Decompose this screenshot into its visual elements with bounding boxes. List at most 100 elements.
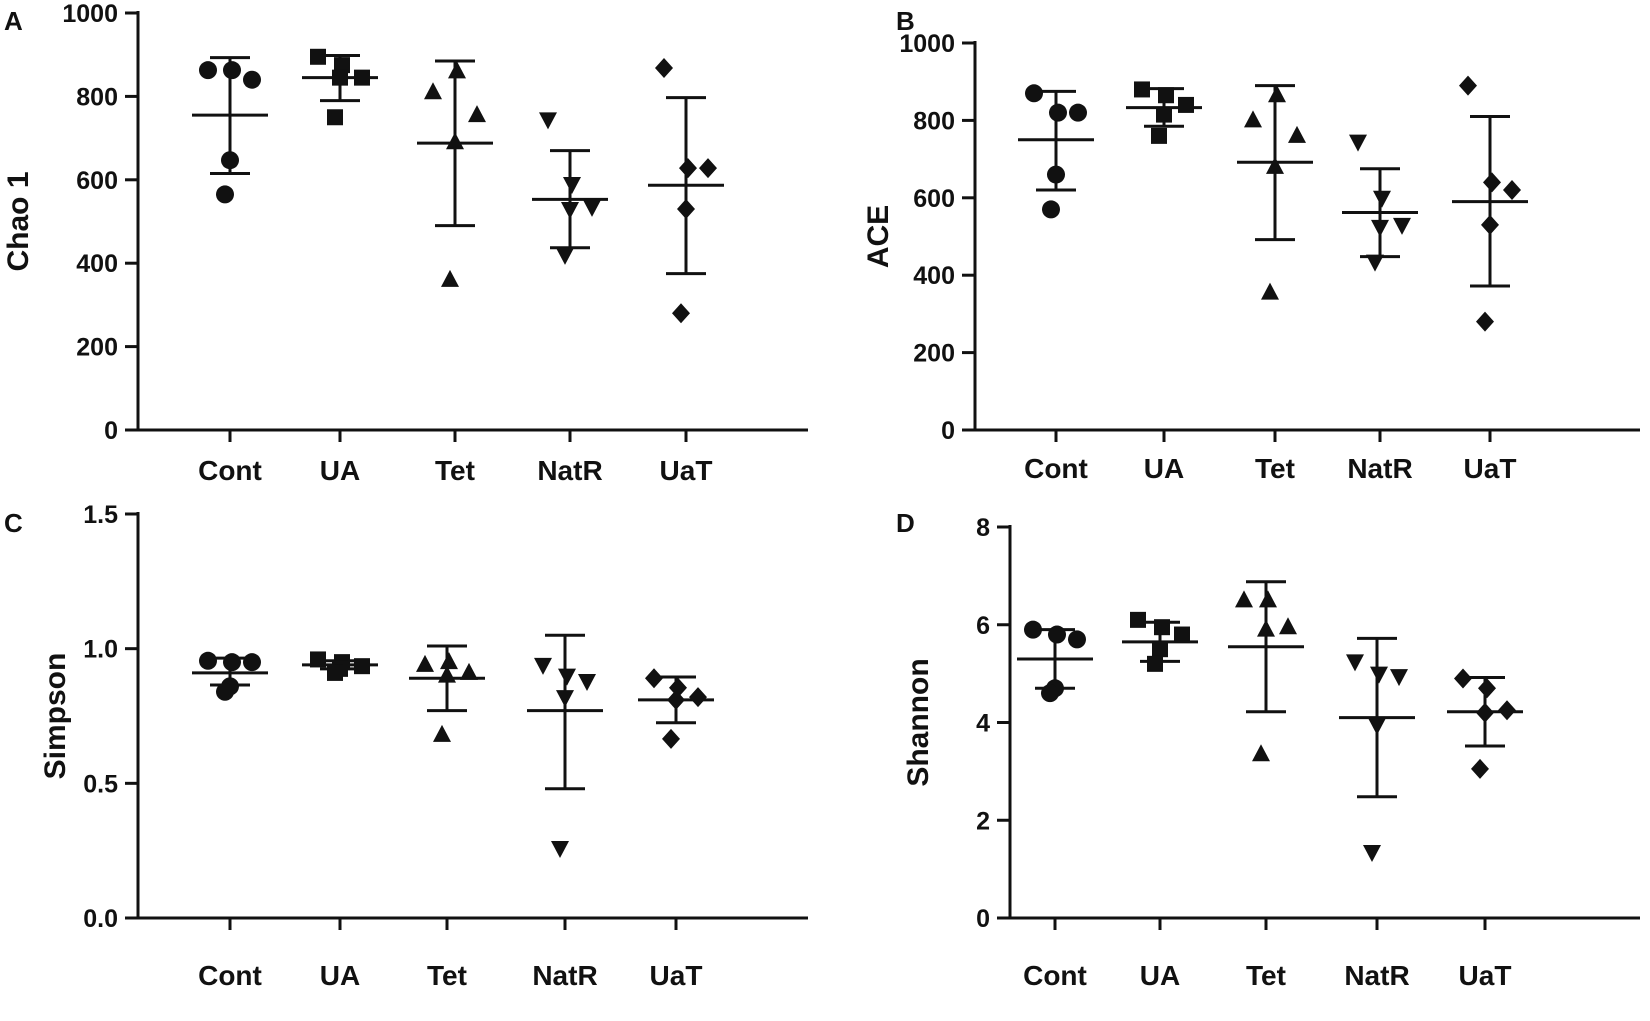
group-tet: Tet [417, 59, 493, 486]
panel-letter: D [896, 508, 915, 538]
group-cont: Cont [1017, 620, 1093, 991]
data-point [534, 657, 552, 675]
data-point [679, 158, 697, 179]
data-point [1244, 110, 1262, 128]
panel-d: D 0 2 4 6 8 Shannon Cont UA Tet NatR UaT [896, 508, 1640, 991]
x-tick-label: UA [320, 455, 360, 486]
data-point [332, 69, 348, 86]
data-point [1393, 217, 1411, 235]
data-point [1476, 702, 1494, 723]
data-point [354, 69, 370, 86]
data-point [199, 651, 217, 670]
panel-letter: C [4, 508, 23, 538]
data-point [563, 176, 581, 194]
group-cont: Cont [1018, 84, 1094, 484]
x-tick-label: UA [320, 960, 360, 991]
data-point [1459, 75, 1477, 96]
panel-b: B 0 200 400 600 800 1000 ACE Cont UA Tet NatR UaT [862, 6, 1640, 484]
group-uat: UaT [648, 58, 724, 486]
y-tick-label: 1000 [899, 30, 955, 58]
data-point [1370, 666, 1388, 684]
data-point [1279, 617, 1297, 635]
group-natr: NatR [527, 633, 603, 991]
data-point [216, 682, 234, 701]
group-cont: Cont [192, 56, 268, 486]
data-point [310, 48, 326, 65]
x-tick-label: UA [1144, 453, 1184, 484]
y-tick-label: 6 [976, 612, 990, 640]
data-point [1235, 590, 1253, 608]
y-tick-label: 0 [976, 905, 990, 933]
data-point [551, 840, 569, 858]
y-tick-label: 0 [941, 417, 955, 445]
data-point [448, 61, 466, 79]
data-point [354, 658, 370, 675]
data-point [441, 269, 459, 287]
data-point [556, 690, 574, 708]
data-point [223, 653, 241, 672]
data-point [1498, 700, 1516, 721]
data-point [1390, 669, 1408, 687]
panel-c: C 0.0 0.5 1.0 1.5 Simpson Cont UA Tet NatR UaT [4, 501, 808, 991]
data-point [1259, 590, 1277, 608]
data-point [1266, 156, 1284, 174]
y-tick-label: 1000 [62, 0, 118, 28]
y-axis-label: ACE [862, 205, 895, 268]
y-tick-label: 1.0 [83, 636, 118, 664]
x-tick-label: Cont [198, 960, 262, 991]
group-uat: UaT [638, 668, 714, 991]
data-point [327, 109, 343, 126]
y-tick-label: 200 [913, 340, 955, 368]
x-tick-label: Cont [1024, 453, 1088, 484]
data-point [1366, 254, 1384, 272]
data-point [1503, 180, 1521, 201]
data-point [1349, 134, 1367, 152]
x-tick-label: Tet [427, 960, 467, 991]
data-point [1025, 84, 1043, 103]
data-point [556, 247, 574, 265]
data-point [1363, 845, 1381, 863]
data-point [558, 668, 576, 686]
y-tick-label: 0.5 [83, 770, 118, 798]
panel-letter: B [896, 6, 915, 36]
data-point [578, 673, 596, 691]
data-point [662, 728, 680, 749]
y-axis-label: Simpson [39, 653, 72, 780]
group-natr: NatR [532, 112, 608, 486]
group-uat: UaT [1452, 75, 1528, 484]
data-point [1476, 311, 1494, 332]
data-point [1069, 103, 1087, 122]
group-tet: Tet [1228, 580, 1304, 991]
group-natr: NatR [1339, 636, 1415, 991]
y-tick-label: 0.0 [83, 905, 118, 933]
group-tet: Tet [1237, 84, 1313, 484]
y-tick-label: 800 [913, 107, 955, 135]
y-tick-label: 4 [976, 710, 990, 738]
x-tick-label: Cont [1023, 960, 1087, 991]
group-uat: UaT [1447, 668, 1523, 991]
data-point [1368, 717, 1386, 735]
group-ua: UA [1126, 81, 1202, 484]
x-tick-label: UaT [1464, 453, 1517, 484]
y-tick-label: 2 [976, 807, 990, 835]
data-point [1178, 96, 1194, 113]
group-ua: UA [1122, 611, 1198, 991]
panel-letter: A [4, 6, 23, 36]
x-tick-label: NatR [532, 960, 597, 991]
data-point [1024, 620, 1042, 639]
x-tick-label: NatR [1347, 453, 1412, 484]
data-point [539, 112, 557, 130]
data-point [1134, 81, 1150, 98]
group-cont: Cont [192, 651, 268, 991]
y-tick-label: 400 [76, 250, 118, 278]
data-point [243, 70, 261, 89]
data-point [199, 61, 217, 80]
group-tet: Tet [409, 644, 485, 991]
data-point [1454, 668, 1472, 689]
data-point [1147, 655, 1163, 672]
y-tick-label: 600 [913, 185, 955, 213]
x-tick-label: Cont [198, 455, 262, 486]
data-point [310, 651, 326, 668]
x-tick-label: UaT [650, 960, 703, 991]
